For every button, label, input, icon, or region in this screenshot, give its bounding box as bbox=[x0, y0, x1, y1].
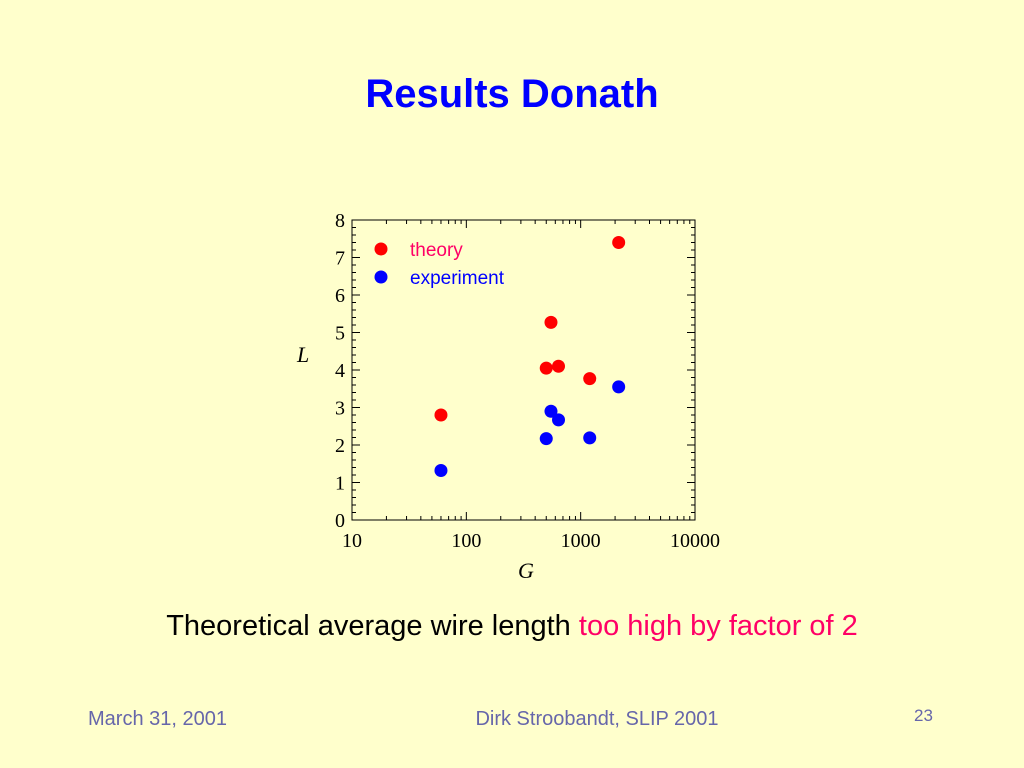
experiment-point bbox=[539, 432, 553, 446]
legend-marker-theory bbox=[374, 242, 388, 256]
y-tick-label: 1 bbox=[335, 473, 345, 495]
x-tick-label: 10000 bbox=[670, 530, 720, 552]
theory-point bbox=[434, 408, 448, 422]
data-points bbox=[434, 236, 626, 477]
footer-author: Dirk Stroobandt, SLIP 2001 bbox=[475, 708, 719, 730]
y-tick-label: 7 bbox=[335, 248, 345, 270]
experiment-point bbox=[552, 413, 566, 427]
y-tick-label: 4 bbox=[335, 360, 345, 382]
caption-main: Theoretical average wire length bbox=[166, 610, 571, 642]
theory-point bbox=[544, 315, 558, 329]
axis-ticks bbox=[351, 219, 696, 521]
caption: Theoretical average wire length too high… bbox=[0, 610, 1024, 643]
theory-point bbox=[539, 361, 553, 375]
caption-highlight: too high by factor of 2 bbox=[578, 610, 858, 642]
legend-label-experiment: experiment bbox=[410, 268, 505, 289]
y-tick-label: 0 bbox=[335, 510, 345, 532]
theory-point bbox=[552, 359, 566, 373]
y-tick-label: 8 bbox=[335, 210, 345, 232]
x-tick-label: 10 bbox=[342, 530, 362, 552]
y-tick-label: 5 bbox=[335, 323, 345, 345]
experiment-point bbox=[583, 431, 597, 445]
plot-frame bbox=[351, 219, 696, 521]
y-axis-label: L bbox=[296, 342, 309, 367]
experiment-point bbox=[612, 380, 626, 394]
theory-point bbox=[612, 236, 626, 249]
y-tick-label: 3 bbox=[335, 398, 345, 420]
experiment-point bbox=[434, 464, 448, 477]
experiment-point bbox=[544, 404, 558, 418]
legend: theory experiment bbox=[374, 240, 505, 289]
x-axis-label: G bbox=[518, 558, 534, 583]
slide-title: Results Donath bbox=[365, 72, 659, 116]
tick-labels: 10 100 1000 10000 0 1 2 3 4 5 6 7 8 bbox=[335, 210, 720, 552]
y-tick-label: 6 bbox=[335, 285, 345, 307]
x-tick-label: 1000 bbox=[561, 530, 601, 552]
footer-date: March 31, 2001 bbox=[88, 708, 227, 730]
page-number: 23 bbox=[914, 706, 933, 725]
legend-label-theory: theory bbox=[410, 240, 463, 261]
x-tick-label: 100 bbox=[451, 530, 481, 552]
theory-point bbox=[583, 372, 597, 386]
y-tick-label: 2 bbox=[335, 435, 345, 457]
legend-marker-experiment bbox=[374, 270, 388, 284]
